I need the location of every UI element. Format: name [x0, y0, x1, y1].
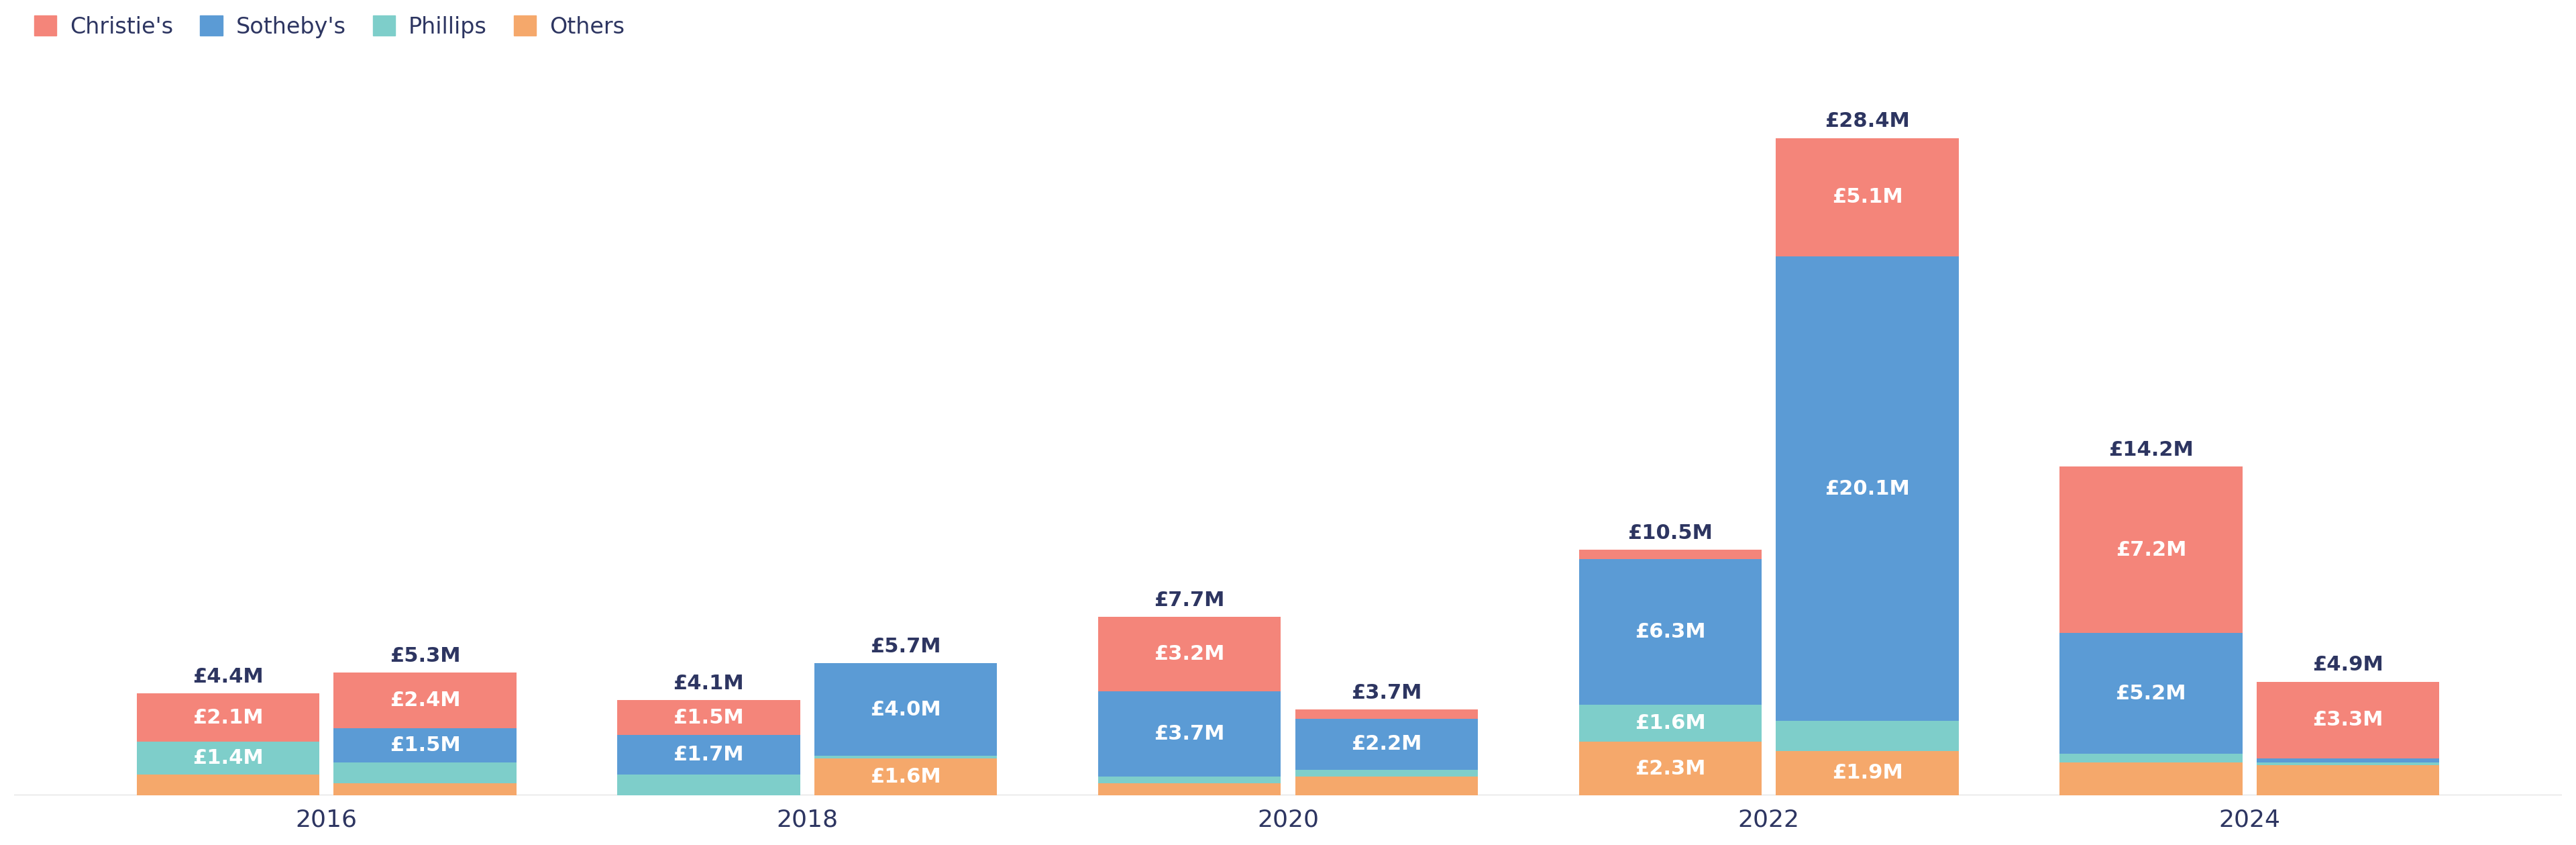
- Text: £7.2M: £7.2M: [2115, 540, 2187, 559]
- Bar: [335, 783, 515, 795]
- Bar: [137, 742, 319, 774]
- Text: £4.4M: £4.4M: [193, 667, 263, 686]
- Bar: [335, 673, 515, 728]
- Text: £4.9M: £4.9M: [2313, 656, 2383, 675]
- Text: £20.1M: £20.1M: [1824, 479, 1909, 499]
- Bar: [1579, 742, 1762, 795]
- Text: £1.5M: £1.5M: [389, 736, 461, 755]
- Bar: [1097, 783, 1280, 795]
- Bar: [1097, 617, 1280, 691]
- Bar: [2061, 466, 2241, 633]
- Text: £1.5M: £1.5M: [672, 708, 744, 728]
- Bar: [1296, 770, 1479, 777]
- Text: £2.3M: £2.3M: [1636, 759, 1705, 778]
- Text: £10.5M: £10.5M: [1628, 524, 1713, 543]
- Text: £5.1M: £5.1M: [1832, 188, 1904, 207]
- Text: £1.7M: £1.7M: [672, 745, 744, 765]
- Bar: [618, 701, 801, 735]
- Text: £5.2M: £5.2M: [2115, 684, 2187, 703]
- Bar: [1775, 721, 1958, 751]
- Bar: [2061, 763, 2241, 795]
- Text: £2.4M: £2.4M: [389, 690, 461, 710]
- Bar: [1097, 777, 1280, 783]
- Legend: Christie's, Sotheby's, Phillips, Others: Christie's, Sotheby's, Phillips, Others: [26, 7, 634, 47]
- Text: £7.7M: £7.7M: [1154, 591, 1224, 610]
- Bar: [1775, 751, 1958, 795]
- Text: £1.4M: £1.4M: [193, 749, 263, 768]
- Text: £3.3M: £3.3M: [2313, 711, 2383, 730]
- Text: £28.4M: £28.4M: [1824, 112, 1909, 131]
- Bar: [1296, 710, 1479, 719]
- Bar: [2257, 682, 2439, 758]
- Text: £3.2M: £3.2M: [1154, 644, 1224, 664]
- Bar: [2061, 633, 2241, 754]
- Bar: [2061, 754, 2241, 763]
- Text: £1.9M: £1.9M: [1832, 763, 1904, 783]
- Bar: [335, 728, 515, 763]
- Text: £3.7M: £3.7M: [1154, 724, 1224, 744]
- Bar: [618, 774, 801, 795]
- Bar: [2257, 763, 2439, 765]
- Bar: [1579, 550, 1762, 559]
- Bar: [335, 763, 515, 783]
- Bar: [2257, 758, 2439, 763]
- Bar: [814, 663, 997, 755]
- Text: £2.1M: £2.1M: [193, 708, 263, 728]
- Text: £1.6M: £1.6M: [871, 767, 940, 787]
- Text: £6.3M: £6.3M: [1636, 622, 1705, 642]
- Bar: [618, 735, 801, 774]
- Text: £2.2M: £2.2M: [1352, 734, 1422, 754]
- Bar: [137, 774, 319, 795]
- Bar: [1097, 691, 1280, 777]
- Text: £4.0M: £4.0M: [871, 700, 940, 719]
- Bar: [1579, 559, 1762, 705]
- Bar: [1775, 256, 1958, 721]
- Bar: [814, 755, 997, 758]
- Bar: [2257, 765, 2439, 795]
- Bar: [1296, 719, 1479, 770]
- Bar: [1296, 777, 1479, 795]
- Bar: [1579, 705, 1762, 742]
- Bar: [814, 758, 997, 795]
- Text: £14.2M: £14.2M: [2107, 440, 2195, 460]
- Text: £4.1M: £4.1M: [672, 674, 744, 694]
- Bar: [137, 694, 319, 742]
- Text: £1.6M: £1.6M: [1636, 714, 1705, 733]
- Text: £3.7M: £3.7M: [1352, 683, 1422, 702]
- Text: £5.7M: £5.7M: [871, 637, 940, 657]
- Text: £5.3M: £5.3M: [389, 646, 461, 666]
- Bar: [1775, 138, 1958, 256]
